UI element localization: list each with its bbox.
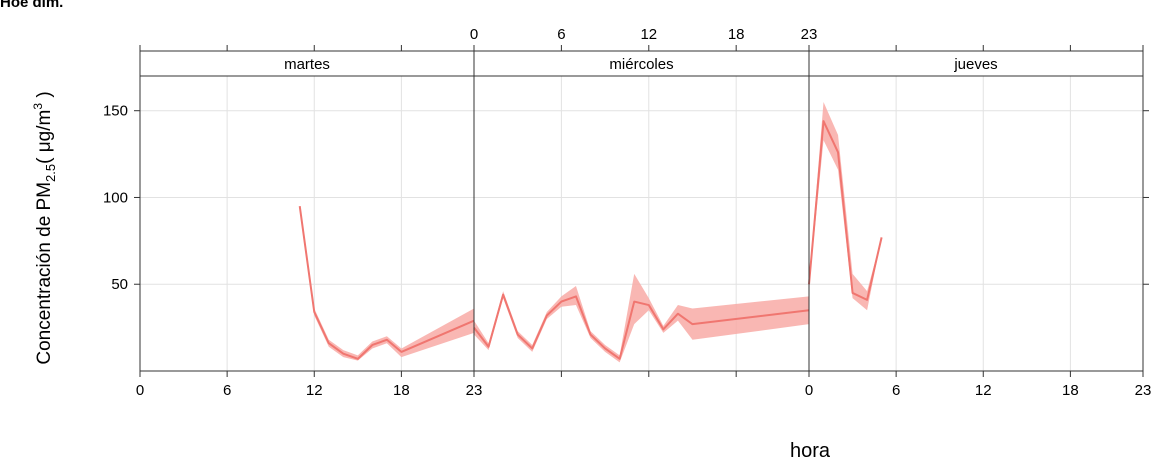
panel-strip-label: martes <box>284 56 330 73</box>
series-line-3 <box>808 120 883 301</box>
x-tick-label: 12 <box>640 26 657 43</box>
y-tick-label: 150 <box>103 103 128 120</box>
y-axis-label-subscript: 2.5 <box>43 164 58 182</box>
y-axis-label-superscript: 3 <box>31 103 45 110</box>
x-tick-label: 0 <box>470 26 478 43</box>
panel-frame <box>808 75 1144 372</box>
gridlines <box>139 76 1144 371</box>
x-tick-label: 23 <box>466 382 483 399</box>
panel-strip-label: jueves <box>953 56 997 73</box>
x-tick-label: 23 <box>801 26 818 43</box>
panel-frames <box>139 75 1144 372</box>
y-tick-label: 50 <box>111 276 128 293</box>
panel-strip <box>139 50 475 77</box>
confidence-band-2 <box>474 273 809 363</box>
x-tick-label: 18 <box>1062 382 1079 399</box>
series-lines <box>298 120 883 360</box>
x-tick-label: 6 <box>557 26 565 43</box>
x-tick-label: 23 <box>1135 382 1152 399</box>
y-axis-label: Concentración de PM2.5( μg/m3 ) <box>31 91 58 364</box>
y-tick-label: 100 <box>103 189 128 206</box>
x-tick-label: 6 <box>223 382 231 399</box>
panel-frame <box>139 75 475 372</box>
header-text: Hoe dim. <box>0 0 64 11</box>
x-axis-label: hora <box>790 440 831 462</box>
axes: 0 6 12 18 23 0 6 12 18 23 0 6 12 18 23 50 100 150 <box>103 26 1151 399</box>
x-tick-label: 6 <box>892 382 900 399</box>
x-tick-label: 18 <box>728 26 745 43</box>
panel-strips: martes miércoles jueves <box>139 50 1144 77</box>
confidence-bands <box>299 102 882 363</box>
x-tick-label: 0 <box>805 382 813 399</box>
y-axis-label-units: ( μg/m <box>34 110 55 164</box>
y-axis-label-units-close: ) <box>34 91 55 103</box>
panel-strip <box>473 50 810 77</box>
panel-strip <box>808 50 1144 77</box>
confidence-band-3 <box>809 102 882 311</box>
x-tick-label: 12 <box>975 382 992 399</box>
x-tick-label: 0 <box>136 382 144 399</box>
x-tick-label: 12 <box>306 382 323 399</box>
panel-strip-label: miércoles <box>609 56 673 73</box>
x-tick-label: 18 <box>393 382 410 399</box>
y-axis-label-main: Concentración de PM <box>34 182 55 365</box>
